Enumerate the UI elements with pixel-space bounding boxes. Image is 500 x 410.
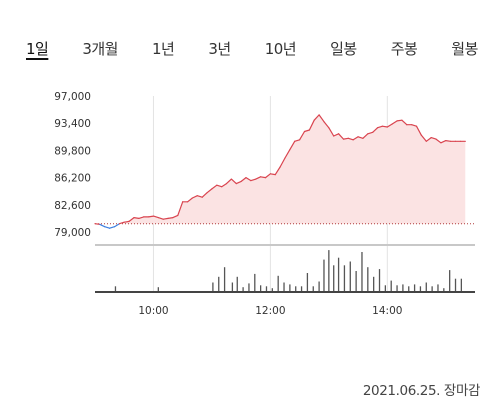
price-line-segment: [216, 184, 223, 188]
price-line-segment: [225, 178, 232, 185]
tab-daily-candle[interactable]: 일봉: [330, 40, 357, 58]
price-line-segment: [94, 223, 101, 225]
price-line-segment: [128, 217, 135, 222]
price-line-segment: [99, 223, 106, 228]
price-line-segment: [289, 140, 296, 151]
price-line-segment: [177, 201, 184, 216]
tab-monthly-candle[interactable]: 월봉: [451, 40, 478, 58]
price-line-segment: [347, 137, 354, 141]
tab-3year[interactable]: 3년: [208, 40, 231, 58]
price-line-segment: [357, 136, 364, 139]
stock-chart: 97,000 93,400 89,800 86,200 82,600 79,000 10:0…: [54, 91, 475, 317]
price-line-segment: [377, 125, 383, 129]
price-line-segment: [362, 133, 369, 139]
price-line-segment: [386, 123, 393, 128]
y-tick-label: 82,600: [54, 200, 91, 212]
price-line-segment: [206, 188, 213, 194]
price-line-segment: [133, 217, 140, 219]
price-line-segment: [187, 197, 193, 203]
y-tick-label: 79,000: [54, 227, 91, 239]
tab-10year[interactable]: 10년: [264, 40, 297, 58]
price-line-segment: [255, 176, 262, 180]
y-tick-label: 97,000: [54, 91, 91, 103]
price-line-segment: [294, 139, 301, 142]
price-line-segment: [172, 214, 179, 219]
price-line-segment: [415, 125, 422, 136]
price-line-segment: [435, 138, 442, 144]
x-tick-label: 10:00: [138, 305, 168, 317]
price-line-segment: [201, 192, 208, 198]
price-line-segment: [269, 173, 276, 176]
price-line-segment: [279, 157, 286, 168]
price-line-segment: [352, 136, 359, 141]
price-line-segment: [396, 119, 403, 122]
price-line-segment: [440, 140, 447, 144]
price-line-segment: [162, 217, 169, 220]
price-line-segment: [391, 120, 398, 125]
price-line-segment: [167, 217, 174, 219]
price-line-segment: [445, 140, 452, 142]
price-line-segment: [108, 226, 116, 229]
price-line-segment: [123, 220, 130, 223]
price-line-segment: [250, 178, 257, 182]
price-line-segment: [191, 195, 198, 199]
price-line-segment: [240, 177, 247, 182]
price-line-segment: [148, 215, 155, 218]
price-line-segment: [118, 221, 125, 225]
price-line-segment: [420, 134, 427, 142]
price-line-segment: [318, 114, 325, 123]
tab-3month[interactable]: 3개월: [82, 40, 118, 58]
x-tick-label: 12:00: [255, 305, 285, 317]
price-line-segment: [284, 149, 291, 159]
tab-1day[interactable]: 1일: [26, 40, 49, 58]
price-line-segment: [338, 133, 345, 140]
price-line-segment: [196, 195, 203, 198]
price-line-segment: [138, 216, 145, 219]
price-line-segment: [372, 127, 379, 133]
y-tick-label: 86,200: [54, 173, 91, 185]
price-line-segment: [274, 166, 281, 176]
price-line-segment: [235, 180, 242, 185]
price-line-segment: [152, 215, 159, 219]
price-line-segment: [245, 177, 252, 182]
tab-1year[interactable]: 1년: [152, 40, 175, 58]
price-line-segment: [367, 131, 374, 135]
price-line-segment: [328, 127, 335, 137]
price-line-segment: [342, 137, 349, 140]
price-line-segment: [113, 223, 121, 228]
price-line-segment: [430, 137, 437, 140]
tab-weekly-candle[interactable]: 주봉: [390, 40, 418, 58]
market-close-date: 2021.06.25. 장마감: [362, 383, 481, 399]
price-line-segment: [264, 173, 271, 179]
price-line-segment: [157, 217, 164, 220]
price-line-segment: [221, 183, 228, 188]
price-line-segment: [411, 124, 418, 127]
price-line-segment: [313, 114, 320, 121]
price-line-segment: [260, 176, 267, 179]
price-line-segment: [211, 184, 218, 190]
y-tick-label: 93,400: [54, 118, 91, 130]
price-line-segment: [303, 129, 310, 133]
price-line-segment: [323, 121, 330, 129]
price-line-segment: [299, 130, 306, 141]
x-tick-label: 14:00: [372, 305, 402, 317]
period-tabs: 1일 3개월 1년 3년 10년 일봉 주봉 월봉: [26, 38, 478, 59]
price-line-segment: [230, 178, 237, 185]
price-line-segment: [401, 119, 408, 126]
price-line-segment: [425, 137, 432, 142]
y-tick-label: 89,800: [54, 145, 91, 157]
price-area-fill: [95, 114, 466, 224]
price-line-segment: [381, 125, 388, 128]
price-line-segment: [104, 226, 111, 229]
price-line-segment: [333, 133, 340, 137]
price-line-segment: [308, 119, 315, 131]
